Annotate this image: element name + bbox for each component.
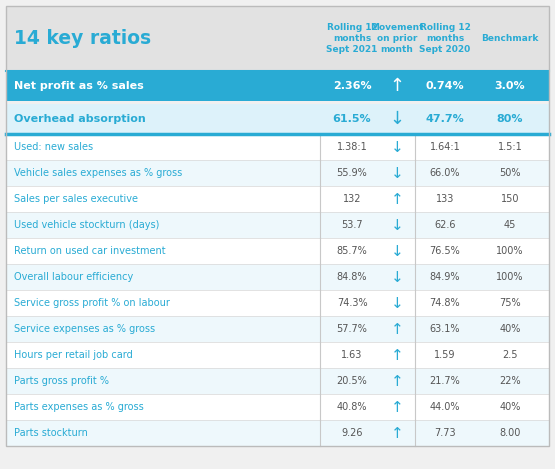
- Bar: [6, 71, 549, 101]
- Text: 3.0%: 3.0%: [495, 81, 526, 91]
- Text: 133: 133: [436, 194, 454, 204]
- Bar: [6, 342, 549, 368]
- Text: ↓: ↓: [391, 295, 403, 310]
- Bar: [6, 104, 549, 134]
- Text: 14 key ratios: 14 key ratios: [14, 29, 151, 48]
- Text: ↑: ↑: [391, 400, 403, 415]
- Text: Movement
on prior
month: Movement on prior month: [370, 23, 424, 54]
- Bar: [6, 134, 549, 160]
- Text: 53.7: 53.7: [341, 220, 363, 230]
- Text: 47.7%: 47.7%: [426, 114, 465, 124]
- Bar: [6, 420, 549, 446]
- Text: Parts gross profit %: Parts gross profit %: [14, 376, 109, 386]
- Text: ↑: ↑: [391, 373, 403, 388]
- Bar: [6, 238, 549, 264]
- Text: 20.5%: 20.5%: [337, 376, 367, 386]
- Text: 84.9%: 84.9%: [430, 272, 460, 282]
- Text: Used vehicle stockturn (days): Used vehicle stockturn (days): [14, 220, 159, 230]
- Text: 57.7%: 57.7%: [336, 324, 367, 334]
- Text: Return on used car investment: Return on used car investment: [14, 246, 165, 256]
- Text: 1.38:1: 1.38:1: [337, 142, 367, 152]
- Text: Net profit as % sales: Net profit as % sales: [14, 81, 144, 91]
- Text: 74.8%: 74.8%: [430, 298, 460, 308]
- Text: Service gross profit % on labour: Service gross profit % on labour: [14, 298, 170, 308]
- Text: ↓: ↓: [391, 270, 403, 285]
- Text: ↓: ↓: [391, 218, 403, 233]
- Text: 1.63: 1.63: [341, 350, 362, 360]
- Bar: [6, 264, 549, 290]
- Bar: [6, 212, 549, 238]
- Text: 50%: 50%: [500, 168, 521, 178]
- Text: 44.0%: 44.0%: [430, 402, 460, 412]
- Text: 74.3%: 74.3%: [337, 298, 367, 308]
- Text: 0.74%: 0.74%: [426, 81, 465, 91]
- Text: Overhead absorption: Overhead absorption: [14, 114, 146, 124]
- Text: 40%: 40%: [500, 402, 521, 412]
- Text: Parts expenses as % gross: Parts expenses as % gross: [14, 402, 144, 412]
- Text: 21.7%: 21.7%: [430, 376, 461, 386]
- Text: 9.26: 9.26: [341, 428, 363, 438]
- Text: 84.8%: 84.8%: [337, 272, 367, 282]
- Text: 1.64:1: 1.64:1: [430, 142, 461, 152]
- Text: 7.73: 7.73: [434, 428, 456, 438]
- Text: ↑: ↑: [391, 322, 403, 336]
- Bar: [6, 160, 549, 186]
- Text: 1.59: 1.59: [434, 350, 456, 360]
- Text: 45: 45: [504, 220, 516, 230]
- Text: ↓: ↓: [390, 110, 405, 128]
- Bar: [6, 290, 549, 316]
- Text: 100%: 100%: [496, 246, 524, 256]
- Bar: [6, 316, 549, 342]
- Text: Parts stockturn: Parts stockturn: [14, 428, 88, 438]
- Text: 2.36%: 2.36%: [332, 81, 371, 91]
- Text: 55.9%: 55.9%: [337, 168, 367, 178]
- Bar: [6, 368, 549, 394]
- Text: 2.5: 2.5: [502, 350, 518, 360]
- Text: ↑: ↑: [390, 77, 405, 95]
- Text: ↑: ↑: [391, 425, 403, 440]
- Text: 63.1%: 63.1%: [430, 324, 460, 334]
- Text: ↓: ↓: [391, 139, 403, 154]
- Text: Rolling 12
months
Sept 2021: Rolling 12 months Sept 2021: [326, 23, 378, 54]
- Bar: [6, 101, 549, 104]
- Text: ↑: ↑: [391, 348, 403, 363]
- Text: 150: 150: [501, 194, 519, 204]
- Text: 8.00: 8.00: [500, 428, 521, 438]
- Text: 22%: 22%: [499, 376, 521, 386]
- Text: Sales per sales executive: Sales per sales executive: [14, 194, 138, 204]
- Text: 76.5%: 76.5%: [430, 246, 461, 256]
- Text: 132: 132: [343, 194, 361, 204]
- Text: Service expenses as % gross: Service expenses as % gross: [14, 324, 155, 334]
- Text: 62.6: 62.6: [434, 220, 456, 230]
- Text: Rolling 12
months
Sept 2020: Rolling 12 months Sept 2020: [420, 23, 471, 54]
- Text: 80%: 80%: [497, 114, 523, 124]
- Text: 66.0%: 66.0%: [430, 168, 460, 178]
- Bar: [6, 6, 549, 71]
- Text: 85.7%: 85.7%: [337, 246, 367, 256]
- Text: ↑: ↑: [391, 191, 403, 206]
- Text: 100%: 100%: [496, 272, 524, 282]
- Text: 40%: 40%: [500, 324, 521, 334]
- Text: ↓: ↓: [391, 243, 403, 258]
- Text: Benchmark: Benchmark: [481, 34, 539, 43]
- Text: Used: new sales: Used: new sales: [14, 142, 93, 152]
- Bar: [6, 394, 549, 420]
- Text: Overall labour efficiency: Overall labour efficiency: [14, 272, 133, 282]
- Text: ↓: ↓: [391, 166, 403, 181]
- Text: Hours per retail job card: Hours per retail job card: [14, 350, 133, 360]
- Text: 40.8%: 40.8%: [337, 402, 367, 412]
- Text: 61.5%: 61.5%: [332, 114, 371, 124]
- Bar: [6, 186, 549, 212]
- Text: 1.5:1: 1.5:1: [498, 142, 522, 152]
- Text: 75%: 75%: [499, 298, 521, 308]
- Text: Vehicle sales expenses as % gross: Vehicle sales expenses as % gross: [14, 168, 182, 178]
